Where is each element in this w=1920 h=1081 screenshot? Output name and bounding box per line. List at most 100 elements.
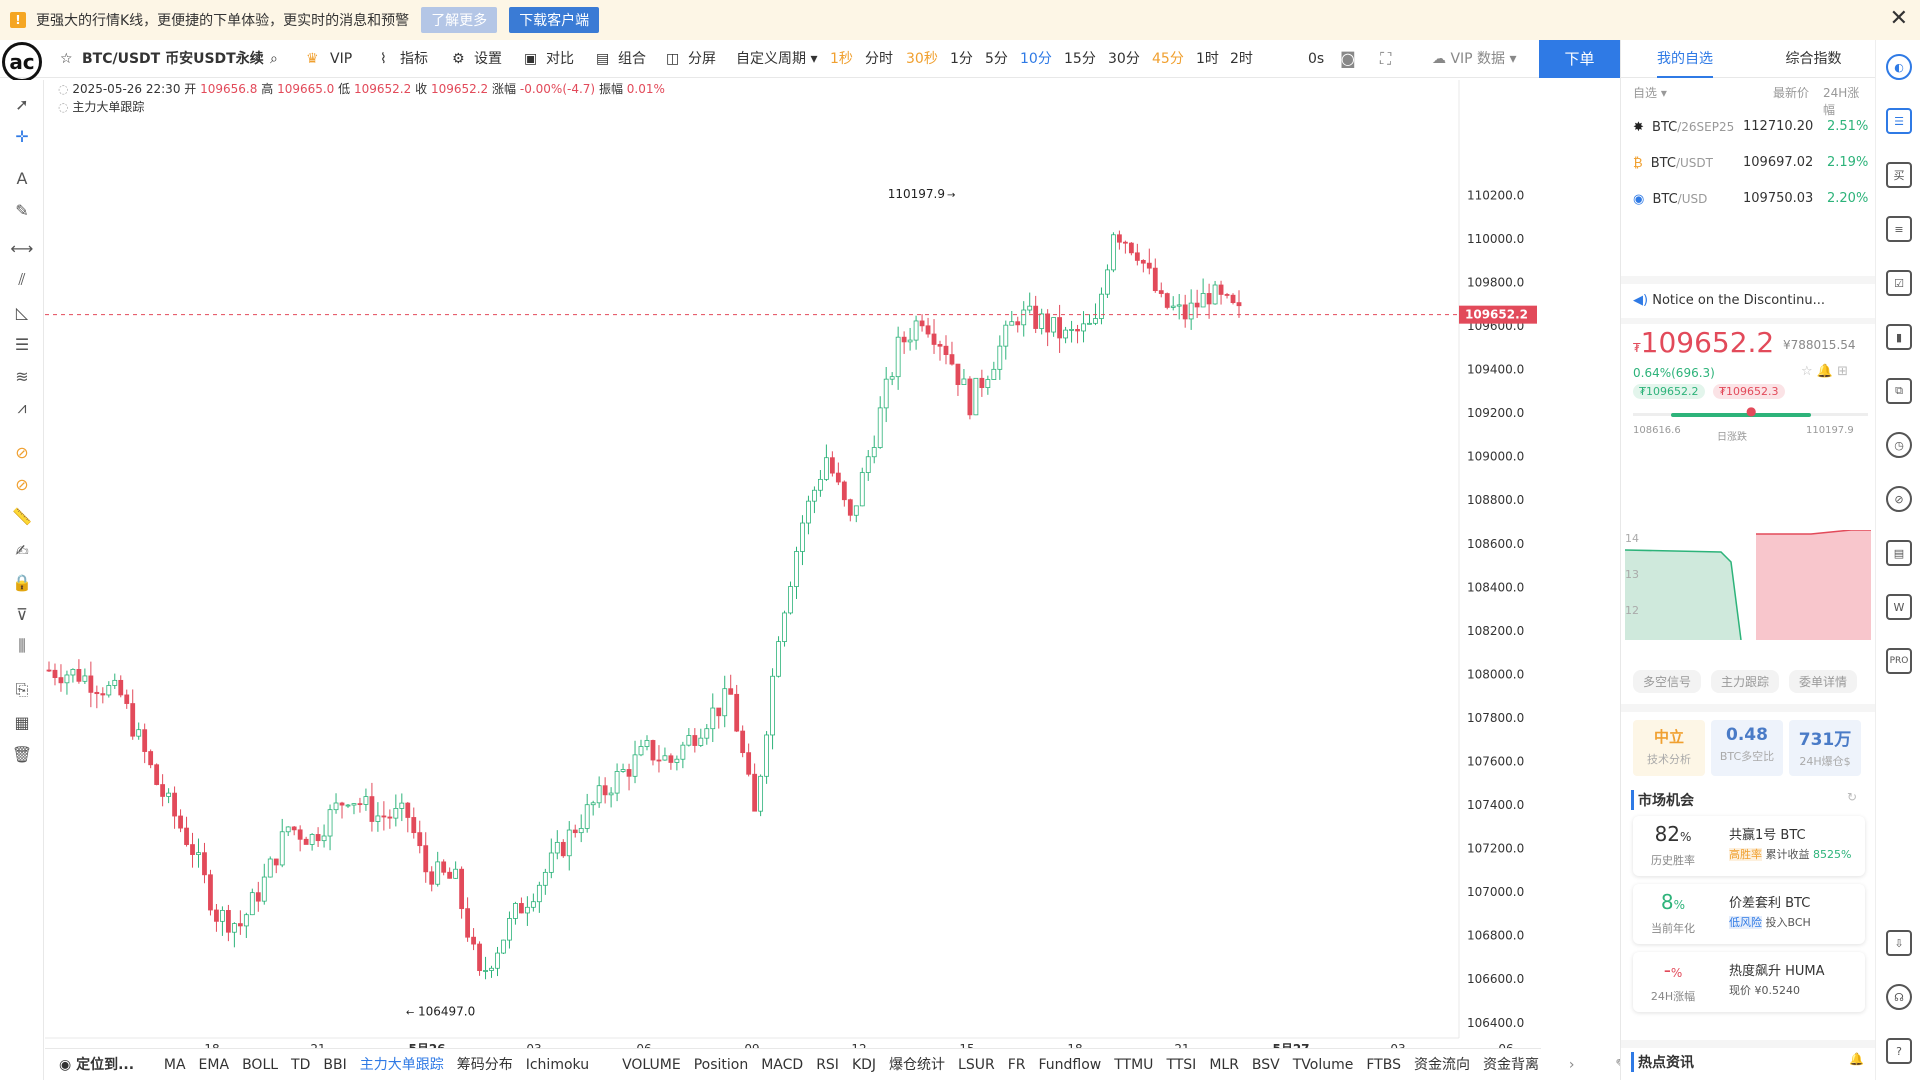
period-1s[interactable]: 1秒 — [830, 51, 853, 67]
watchlist-icon[interactable]: ☰ — [1886, 108, 1912, 134]
indicator-10[interactable]: MACD — [761, 1057, 804, 1073]
indicator-6[interactable]: 筹码分布 — [456, 1057, 513, 1073]
crosshair-icon[interactable]: ✛ — [15, 126, 29, 146]
search-icon[interactable]: ⌕ — [270, 51, 278, 67]
kline-chart-area[interactable]: 110200.0 110000.0 109800.0 109600.0 109400.0… — [45, 80, 1541, 1056]
period-2h[interactable]: 2时 — [1230, 51, 1253, 67]
indicator-4[interactable]: BBI — [323, 1057, 347, 1073]
bar-chart-icon[interactable]: ▮ — [1886, 324, 1912, 350]
filter-icon[interactable]: ⊽ — [16, 604, 28, 624]
cursor-icon[interactable]: ➚ — [15, 94, 29, 114]
period-timeshare[interactable]: 分时 — [865, 51, 893, 67]
split-button[interactable]: 分屏 — [688, 51, 716, 67]
brush-icon[interactable]: ✎ — [15, 200, 29, 220]
angle-icon[interactable]: ◺ — [15, 302, 29, 322]
custom-period-dropdown[interactable]: 自定义周期 ▾ — [736, 51, 818, 67]
indicator-11[interactable]: RSI — [816, 1057, 839, 1073]
news-icon[interactable]: ▤ — [1886, 540, 1912, 566]
bookmark-icon[interactable]: ⎘ — [15, 680, 29, 699]
stat-liquidation[interactable]: 731万 24H爆仓$ — [1789, 720, 1861, 776]
indicator-14[interactable]: LSUR — [958, 1057, 995, 1073]
star-icon[interactable]: ☆ 🔔 ⊞ — [1801, 364, 1848, 379]
ruler-icon[interactable]: 📏 — [12, 506, 32, 526]
opportunity-card[interactable]: 8% 当前年化 价差套利 BTC 低风险 投入BCH — [1633, 884, 1865, 944]
indicator-12[interactable]: KDJ — [851, 1057, 877, 1073]
copy-icon[interactable]: ⧉ — [1886, 378, 1912, 404]
period-30m[interactable]: 30分 — [1108, 51, 1140, 67]
trade-icon[interactable]: 买 — [1886, 162, 1912, 188]
help-icon[interactable]: ? — [1886, 1038, 1912, 1064]
pencil-icon[interactable]: ✍ — [15, 540, 29, 560]
indicator-23[interactable]: 资金流向 — [1413, 1057, 1470, 1073]
settings-button[interactable]: 设置 — [474, 51, 502, 67]
headset-icon[interactable]: ☊ — [1886, 984, 1912, 1010]
symbol-selector[interactable]: BTC/USDT 币安USDT永续 — [82, 51, 264, 67]
trash-icon[interactable]: 🗑 — [11, 744, 33, 764]
indicator-2[interactable]: BOLL — [242, 1057, 279, 1073]
signal-tab-orders[interactable]: 委单详情 — [1789, 670, 1858, 693]
w-icon[interactable]: W — [1886, 594, 1912, 620]
fullscreen-icon[interactable]: ⛶ — [1380, 49, 1392, 68]
indicator-21[interactable]: TVolume — [1292, 1057, 1354, 1073]
indicator-20[interactable]: BSV — [1251, 1057, 1280, 1073]
indicator-15[interactable]: FR — [1007, 1057, 1026, 1073]
text-tool-icon[interactable]: A — [16, 168, 28, 188]
lock-icon[interactable]: 🔒 — [12, 572, 32, 592]
bell-icon[interactable]: 🔔 — [1849, 1052, 1864, 1066]
learn-more-button[interactable]: 了解更多 — [421, 7, 498, 33]
tab-my-watchlist[interactable]: 我的自选 — [1657, 40, 1713, 78]
orderbook-icon[interactable]: ≡ — [1886, 216, 1912, 242]
calendar-edit-icon[interactable]: ▦ — [14, 712, 30, 732]
indicator-8[interactable]: VOLUME — [622, 1057, 681, 1073]
pattern2-icon[interactable]: ⊘ — [15, 474, 29, 494]
period-1m[interactable]: 1分 — [950, 51, 973, 67]
indicator-22[interactable]: FTBS — [1366, 1057, 1401, 1073]
locate-button[interactable]: ◉ 定位到... — [59, 1057, 135, 1073]
watchlist-row[interactable]: ◉ BTC/USD 109750.03 2.20% — [1633, 184, 1868, 214]
fib-icon[interactable]: ☰ — [14, 334, 30, 354]
indicator-19[interactable]: MLR — [1209, 1057, 1239, 1073]
indicator-5[interactable]: 主力大单跟踪 — [359, 1057, 444, 1073]
indicator-7[interactable]: Ichimoku — [525, 1057, 590, 1073]
period-1h[interactable]: 1时 — [1196, 51, 1219, 67]
clock-icon[interactable]: ◷ — [1886, 432, 1912, 458]
indicator-13[interactable]: 爆仓统计 — [889, 1057, 946, 1073]
period-45m[interactable]: 45分 — [1152, 51, 1184, 67]
download-client-button[interactable]: 下载客户端 — [509, 7, 600, 33]
indicator-17[interactable]: TTMU — [1114, 1057, 1154, 1073]
period-10m[interactable]: 10分 — [1020, 51, 1052, 67]
indicator-9[interactable]: Position — [693, 1057, 749, 1073]
pattern-icon[interactable]: ⊘ — [15, 442, 29, 462]
signal-tab-long-short[interactable]: 多空信号 — [1633, 670, 1702, 693]
vip-button[interactable]: VIP — [330, 51, 353, 67]
watchlist-row[interactable]: ₿ BTC/USDT 109697.02 2.19% — [1633, 148, 1868, 178]
opportunity-card[interactable]: 82% 历史胜率 共赢1号 BTC 高胜率 累计收益 8525% — [1633, 816, 1865, 876]
stat-long-short-ratio[interactable]: 0.48 BTC多空比 — [1711, 720, 1783, 776]
close-icon[interactable]: ✕ — [1889, 6, 1908, 31]
indicator-0[interactable]: MA — [163, 1057, 186, 1073]
notice-link[interactable]: ◀) Notice on the Discontinu... — [1633, 293, 1825, 308]
trend-line-icon[interactable]: ⫽ — [18, 270, 26, 289]
horizontal-line-icon[interactable]: ⟷ — [10, 238, 34, 258]
indicator-16[interactable]: Fundflow — [1038, 1057, 1102, 1073]
tracker-label[interactable]: ◌ 主力大单跟踪 — [58, 100, 145, 114]
period-15m[interactable]: 15分 — [1064, 51, 1096, 67]
more-chevron-icon[interactable]: › — [1568, 1057, 1575, 1073]
indicator-24[interactable]: 资金背离 — [1482, 1057, 1539, 1073]
indicator-18[interactable]: TTSI — [1166, 1057, 1197, 1073]
tab-composite-index[interactable]: 综合指数 — [1785, 51, 1842, 67]
indicator-1[interactable]: EMA — [198, 1057, 230, 1073]
favorite-star-icon[interactable]: ☆ — [60, 51, 73, 67]
combine-button[interactable]: 组合 — [618, 51, 646, 67]
opportunity-card[interactable]: -% 24H涨幅 热度飙升 HUMA 现价 ¥0.5240 — [1633, 952, 1865, 1012]
refresh-icon[interactable]: ↻ — [1847, 790, 1858, 804]
kline-chart[interactable]: 110200.0110000.0109800.0109600.0109400.0… — [45, 80, 1541, 1056]
stat-tech-analysis[interactable]: 中立 技术分析 — [1633, 720, 1705, 776]
pro-icon[interactable]: PRO — [1886, 648, 1912, 674]
compass-icon[interactable]: ⊘ — [1886, 486, 1912, 512]
camera-icon[interactable]: ◙ — [1340, 49, 1356, 68]
indicator-button[interactable]: 指标 — [400, 51, 428, 67]
period-5m[interactable]: 5分 — [985, 51, 1008, 67]
vip-data-dropdown[interactable]: ☁ VIP 数据 ▾ — [1432, 51, 1517, 67]
watchlist-row[interactable]: ✸ BTC/26SEP25 112710.20 2.51% — [1633, 112, 1868, 142]
